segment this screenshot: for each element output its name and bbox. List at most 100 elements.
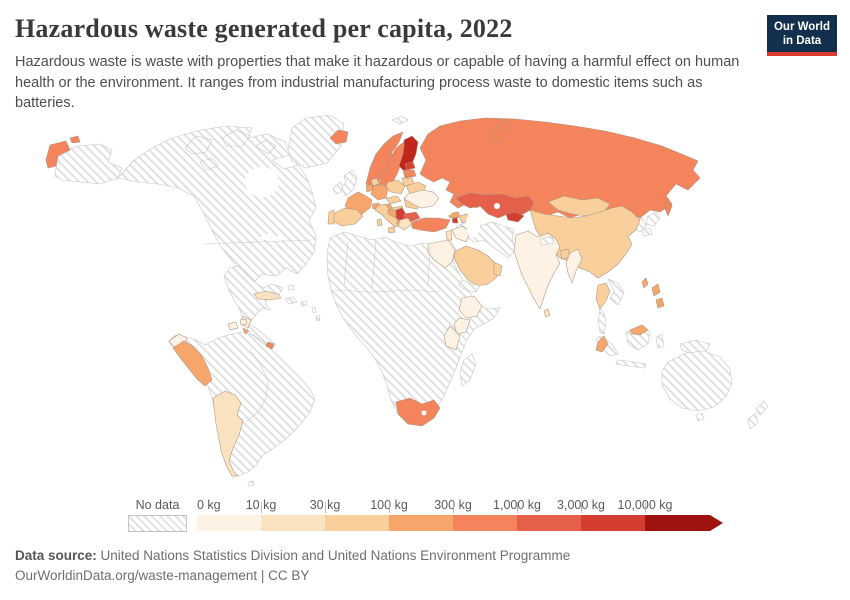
legend-tick-4 [453, 502, 454, 513]
country-philippines-mindanao[interactable] [655, 297, 665, 309]
country-india[interactable] [513, 230, 561, 310]
country-japan-main[interactable] [645, 211, 661, 227]
country-australia[interactable] [661, 350, 733, 412]
country-tanzania[interactable] [443, 325, 461, 351]
country-spain[interactable] [332, 207, 364, 227]
legend-color-segment-0[interactable] [197, 515, 261, 531]
country-czechia[interactable] [385, 195, 402, 205]
country-netherlands-belgium[interactable] [365, 183, 374, 193]
legend-color-segment-1[interactable] [261, 515, 325, 531]
country-philippines-luzon[interactable] [651, 283, 661, 297]
country-cuba[interactable] [253, 290, 282, 301]
data-source-text: United Nations Statistics Division and U… [96, 548, 571, 563]
country-armenia[interactable] [451, 216, 459, 224]
country-japan-south[interactable] [641, 227, 653, 237]
island-falklands[interactable] [247, 480, 255, 487]
hudson-bay [245, 167, 279, 197]
island-sardinia[interactable] [376, 218, 383, 227]
legend-color-segment-5[interactable] [517, 515, 581, 531]
arctic-island-3[interactable] [255, 139, 277, 155]
country-russia-wrangel[interactable] [69, 135, 81, 144]
country-yemen[interactable] [458, 279, 481, 293]
country-egypt[interactable] [427, 239, 456, 269]
country-israel-jordan[interactable] [445, 229, 453, 241]
border-sahara-3 [427, 245, 431, 287]
region-canada-usa[interactable] [117, 125, 317, 283]
country-iraq[interactable] [451, 225, 471, 243]
country-new-zealand-south[interactable] [747, 412, 759, 430]
owid-logo[interactable]: Our World in Data [767, 15, 837, 56]
country-sri-lanka[interactable] [543, 308, 551, 318]
country-france[interactable] [344, 191, 373, 215]
legend-tick-1 [261, 502, 262, 513]
country-china[interactable] [529, 205, 641, 279]
legend-color-segment-4[interactable] [453, 515, 517, 531]
country-mongolia[interactable] [547, 195, 611, 217]
island-bahamas[interactable] [287, 284, 295, 291]
world-map-svg [45, 114, 769, 487]
country-thailand[interactable] [595, 282, 611, 310]
island-java[interactable] [615, 359, 647, 369]
legend-color-segment-6[interactable] [581, 515, 645, 531]
border-sahel [333, 289, 441, 293]
country-latvia[interactable] [402, 169, 417, 179]
legend-tick-label-0: 0 kg [197, 498, 221, 512]
country-argentina[interactable] [212, 390, 244, 477]
country-iceland[interactable] [329, 129, 349, 145]
malay-isthmus[interactable] [597, 308, 607, 335]
island-svalbard[interactable] [391, 115, 409, 125]
lesser-antilles-1[interactable] [311, 306, 317, 314]
country-south-africa[interactable] [395, 397, 441, 427]
credit-line[interactable]: OurWorldinData.org/waste-management | CC… [15, 568, 310, 583]
country-mexico[interactable] [223, 265, 284, 325]
black-sea [422, 206, 452, 218]
country-kenya[interactable] [453, 317, 471, 335]
country-peru[interactable] [172, 340, 213, 387]
legend-color-segment-3[interactable] [389, 515, 453, 531]
country-united-kingdom[interactable] [340, 169, 358, 197]
country-denmark[interactable] [370, 177, 380, 187]
country-malaysia-borneo[interactable] [629, 324, 649, 336]
owid-logo-line2: in Data [782, 35, 822, 47]
arctic-island-1[interactable] [184, 135, 213, 155]
chart-subtitle: Hazardous waste is waste with properties… [15, 54, 740, 112]
country-portugal[interactable] [327, 209, 335, 225]
country-panama[interactable] [265, 341, 275, 350]
country-ukraine[interactable] [403, 189, 440, 209]
island-sicily[interactable] [387, 226, 396, 234]
country-el-salvador[interactable] [242, 327, 250, 335]
island-tasmania[interactable] [695, 412, 705, 422]
country-trinidad-tobago[interactable] [227, 321, 239, 331]
country-alaska-usa[interactable] [54, 143, 123, 185]
country-saudi-arabia[interactable] [453, 245, 501, 287]
legend-no-data-swatch[interactable] [128, 515, 187, 532]
country-new-zealand-north[interactable] [755, 400, 769, 416]
data-source-line: Data source: United Nations Statistics D… [15, 546, 570, 566]
arctic-island-2[interactable] [221, 129, 251, 147]
country-malaysia-peninsula[interactable] [595, 335, 609, 353]
country-ireland[interactable] [332, 181, 344, 195]
country-uzbekistan[interactable] [505, 211, 525, 223]
arctic-island-4[interactable] [199, 157, 219, 171]
country-turkey[interactable] [411, 217, 451, 233]
lesser-antilles-2[interactable] [315, 314, 321, 322]
legend-color-segment-7[interactable] [645, 515, 723, 531]
country-taiwan[interactable] [641, 277, 649, 289]
country-poland[interactable] [384, 179, 406, 195]
island-hispaniola[interactable] [284, 296, 298, 305]
country-oman[interactable] [493, 261, 503, 277]
country-trinidad-tobago-2[interactable] [239, 318, 248, 326]
country-ethiopia[interactable] [458, 295, 483, 319]
country-russia-novaya-zemlya[interactable] [491, 119, 511, 145]
island-sulawesi[interactable] [655, 333, 665, 349]
region-vietnam-laos[interactable] [607, 278, 625, 306]
country-russia-sakhalin[interactable] [663, 197, 673, 217]
legend-color-segment-2[interactable] [325, 515, 389, 531]
country-nepal[interactable] [539, 236, 555, 246]
country-estonia[interactable] [404, 161, 416, 171]
country-myanmar[interactable] [565, 248, 583, 284]
country-madagascar[interactable] [459, 353, 477, 387]
island-puerto-rico[interactable] [300, 300, 308, 307]
country-greece[interactable] [397, 217, 413, 231]
country-russia-chukotka[interactable] [45, 140, 71, 169]
